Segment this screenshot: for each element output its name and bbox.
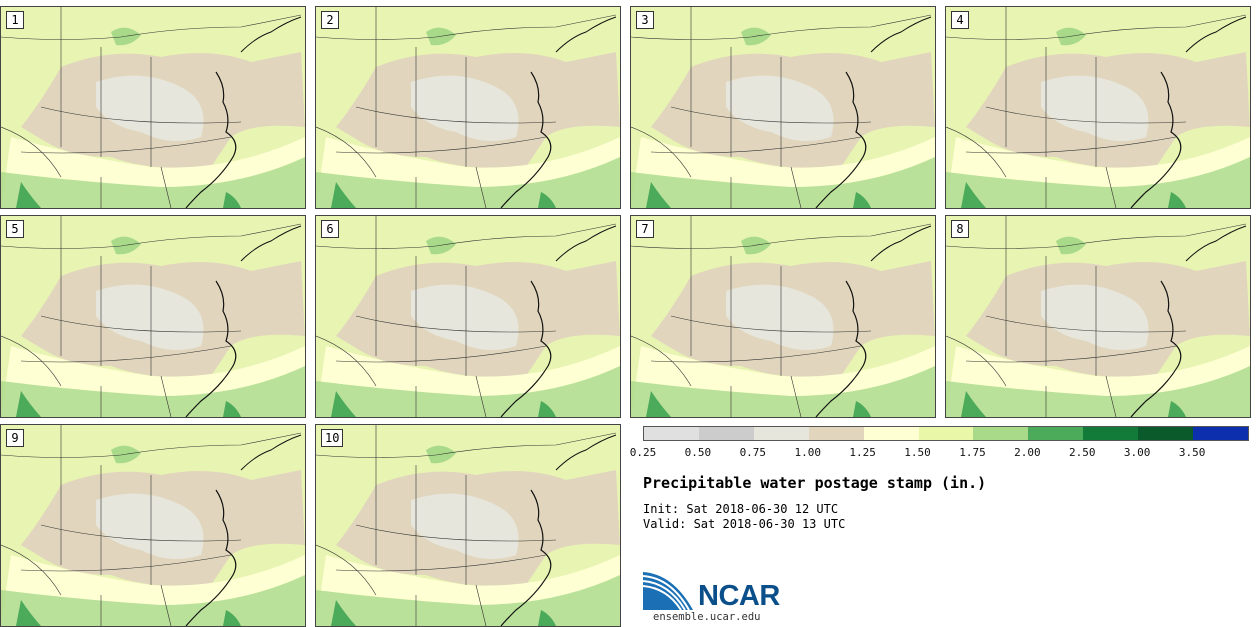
legend-tick-label: 1.50: [904, 446, 931, 459]
precipitable-water-map: [946, 216, 1250, 417]
precipitable-water-map: [316, 216, 620, 417]
legend-swatch: [808, 427, 864, 440]
member-number: 5: [6, 220, 24, 238]
legend-swatch: [1083, 427, 1139, 440]
valid-time: Valid: Sat 2018-06-30 13 UTC: [643, 517, 846, 531]
member-number: 4: [951, 11, 969, 29]
legend-swatch: [973, 427, 1029, 440]
map-panel: 9: [0, 424, 306, 627]
legend-swatch: [1193, 427, 1248, 440]
legend-swatch: [698, 427, 754, 440]
map-panel: 8: [945, 215, 1251, 418]
legend-swatch: [1028, 427, 1084, 440]
legend-tick-label: 2.50: [1069, 446, 1096, 459]
precipitable-water-map: [1, 216, 305, 417]
legend-tick-label: 1.00: [794, 446, 821, 459]
legend-swatch: [918, 427, 974, 440]
legend-tick-label: 3.00: [1123, 446, 1151, 459]
map-panel: 1: [0, 6, 306, 209]
member-number: 2: [321, 11, 339, 29]
map-panel: 5: [0, 215, 306, 418]
color-legend: [643, 426, 1249, 441]
member-number: 8: [951, 220, 969, 238]
chart-title: Precipitable water postage stamp (in.): [643, 474, 987, 492]
legend-ticks: 0.25 0.50 0.75 1.00 1.25 1.50 1.75 2.00 2.50 3.00…: [628, 446, 1260, 460]
map-panel: 3: [630, 6, 936, 209]
legend-tick-label: 1.75: [959, 446, 986, 459]
map-panel: 4: [945, 6, 1251, 209]
map-panel: 10: [315, 424, 621, 627]
precipitable-water-map: [316, 425, 620, 626]
member-number: 6: [321, 220, 339, 238]
legend-tick-label: 0.50: [684, 446, 712, 459]
precipitable-water-map: [946, 7, 1250, 208]
precipitable-water-map: [1, 7, 305, 208]
legend-swatch: [1138, 427, 1194, 440]
ncar-logo-text: NCAR: [698, 580, 780, 612]
member-number: 10: [321, 429, 344, 447]
site-url: ensemble.ucar.edu: [653, 611, 761, 623]
legend-swatch: [863, 427, 919, 440]
member-number: 1: [6, 11, 24, 29]
precipitable-water-map: [1, 425, 305, 626]
legend-swatch: [644, 427, 699, 440]
legend-tick-label: 1.25: [849, 446, 876, 459]
legend-tick-label: 2.00: [1014, 446, 1041, 459]
map-panel: 2: [315, 6, 621, 209]
member-number: 9: [6, 429, 24, 447]
precipitable-water-map: [316, 7, 620, 208]
legend-tick-label: 3.50: [1178, 446, 1206, 459]
map-panel: 7: [630, 215, 936, 418]
map-panel: 6: [315, 215, 621, 418]
init-time: Init: Sat 2018-06-30 12 UTC: [643, 502, 839, 516]
member-number: 3: [636, 11, 654, 29]
legend-tick-label: 0.75: [739, 446, 767, 459]
precipitable-water-map: [631, 7, 935, 208]
legend-tick-label: 0.25: [629, 446, 657, 459]
legend-swatch: [753, 427, 809, 440]
member-number: 7: [636, 220, 654, 238]
ncar-logo-icon: [643, 572, 693, 611]
precipitable-water-map: [631, 216, 935, 417]
